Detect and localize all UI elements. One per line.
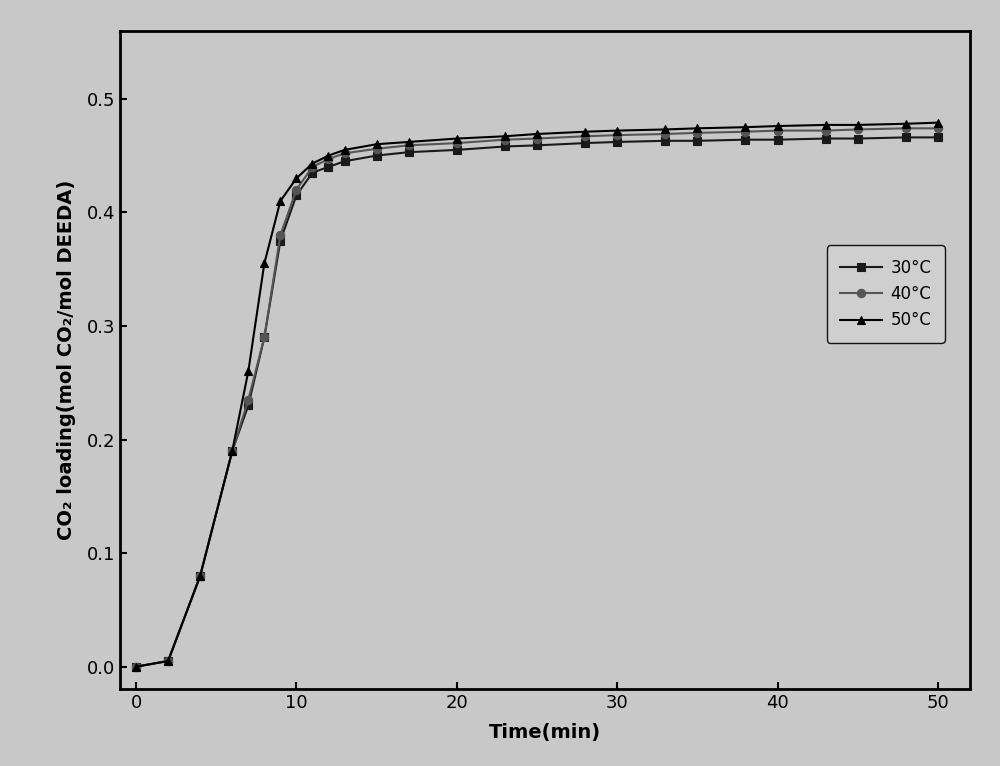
X-axis label: Time(min): Time(min) bbox=[489, 723, 601, 742]
50°C bbox=[290, 174, 302, 183]
30°C bbox=[820, 134, 832, 143]
50°C bbox=[451, 134, 463, 143]
50°C bbox=[226, 447, 238, 456]
40°C bbox=[611, 130, 623, 139]
Line: 40°C: 40°C bbox=[132, 124, 942, 671]
30°C bbox=[371, 151, 383, 160]
30°C bbox=[162, 656, 174, 666]
40°C bbox=[306, 162, 318, 172]
50°C bbox=[339, 146, 351, 155]
40°C bbox=[322, 155, 334, 164]
40°C bbox=[852, 125, 864, 134]
40°C bbox=[242, 395, 254, 404]
Line: 50°C: 50°C bbox=[132, 119, 942, 671]
40°C bbox=[739, 127, 751, 136]
40°C bbox=[772, 126, 784, 135]
40°C bbox=[258, 332, 270, 342]
50°C bbox=[130, 662, 142, 671]
30°C bbox=[900, 133, 912, 142]
30°C bbox=[611, 137, 623, 146]
40°C bbox=[451, 139, 463, 148]
40°C bbox=[339, 149, 351, 158]
30°C bbox=[258, 332, 270, 342]
50°C bbox=[900, 119, 912, 129]
30°C bbox=[242, 401, 254, 410]
30°C bbox=[306, 168, 318, 177]
50°C bbox=[739, 123, 751, 132]
Line: 30°C: 30°C bbox=[132, 133, 942, 671]
30°C bbox=[226, 447, 238, 456]
30°C bbox=[531, 141, 543, 150]
50°C bbox=[499, 132, 511, 141]
50°C bbox=[932, 118, 944, 127]
50°C bbox=[772, 122, 784, 131]
Y-axis label: CO₂ loading(mol CO₂/mol DEEDA): CO₂ loading(mol CO₂/mol DEEDA) bbox=[57, 180, 76, 540]
30°C bbox=[130, 662, 142, 671]
30°C bbox=[403, 148, 415, 157]
40°C bbox=[226, 447, 238, 456]
50°C bbox=[403, 137, 415, 146]
30°C bbox=[691, 136, 703, 146]
40°C bbox=[162, 656, 174, 666]
40°C bbox=[820, 126, 832, 135]
30°C bbox=[194, 571, 206, 581]
50°C bbox=[820, 120, 832, 129]
40°C bbox=[403, 141, 415, 150]
30°C bbox=[339, 157, 351, 166]
40°C bbox=[531, 134, 543, 143]
50°C bbox=[659, 125, 671, 134]
50°C bbox=[691, 124, 703, 133]
40°C bbox=[499, 135, 511, 144]
30°C bbox=[451, 146, 463, 155]
30°C bbox=[772, 135, 784, 144]
40°C bbox=[691, 128, 703, 137]
30°C bbox=[659, 136, 671, 146]
30°C bbox=[290, 191, 302, 200]
40°C bbox=[659, 129, 671, 139]
40°C bbox=[579, 132, 591, 141]
40°C bbox=[371, 144, 383, 153]
Legend: 30°C, 40°C, 50°C: 30°C, 40°C, 50°C bbox=[827, 245, 945, 343]
50°C bbox=[306, 159, 318, 168]
50°C bbox=[531, 129, 543, 139]
40°C bbox=[932, 124, 944, 133]
30°C bbox=[739, 135, 751, 144]
40°C bbox=[274, 231, 286, 240]
30°C bbox=[499, 142, 511, 151]
30°C bbox=[274, 236, 286, 245]
30°C bbox=[852, 134, 864, 143]
30°C bbox=[579, 139, 591, 148]
30°C bbox=[932, 133, 944, 142]
50°C bbox=[194, 571, 206, 581]
40°C bbox=[194, 571, 206, 581]
50°C bbox=[371, 139, 383, 149]
50°C bbox=[611, 126, 623, 135]
50°C bbox=[852, 120, 864, 129]
50°C bbox=[242, 367, 254, 376]
50°C bbox=[162, 656, 174, 666]
50°C bbox=[322, 151, 334, 160]
40°C bbox=[290, 185, 302, 195]
50°C bbox=[579, 127, 591, 136]
30°C bbox=[322, 162, 334, 172]
40°C bbox=[130, 662, 142, 671]
50°C bbox=[258, 259, 270, 268]
40°C bbox=[900, 124, 912, 133]
50°C bbox=[274, 196, 286, 205]
